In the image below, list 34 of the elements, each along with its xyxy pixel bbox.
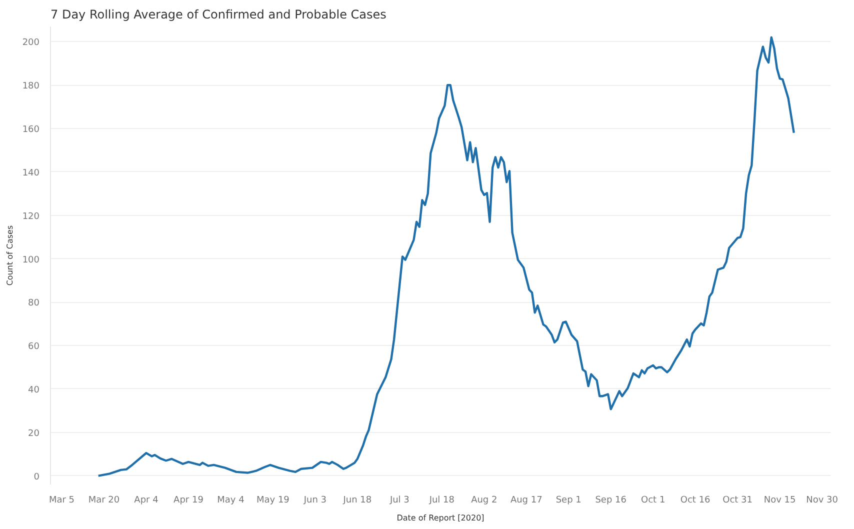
x-tick-label: Sep 1 — [556, 496, 582, 506]
y-tick-label: 120 — [22, 212, 40, 222]
y-axis-title: Count of Cases — [5, 225, 14, 286]
x-tick-label: Mar 20 — [88, 496, 120, 506]
x-tick-label: Jul 18 — [428, 496, 455, 506]
x-tick-label: Oct 16 — [680, 496, 711, 506]
x-tick-label: May 19 — [256, 496, 290, 506]
x-tick-label: Oct 1 — [641, 496, 666, 506]
y-tick-label: 160 — [22, 125, 40, 136]
x-tick-label: May 4 — [217, 496, 245, 506]
x-axis-title: Date of Report [2020] — [396, 514, 484, 522]
y-tick-label: 0 — [34, 472, 40, 482]
y-tick-label: 200 — [22, 38, 40, 48]
y-tick-label: 100 — [22, 255, 40, 266]
x-tick-label: Apr 19 — [174, 496, 204, 506]
x-tick-label: Sep 16 — [595, 496, 627, 506]
x-tick-label: Jul 3 — [388, 496, 410, 506]
y-tick-label: 40 — [28, 385, 40, 396]
x-tick-label: Aug 17 — [510, 496, 542, 506]
y-tick-label: 80 — [28, 298, 40, 309]
x-tick-label: Apr 4 — [134, 496, 159, 506]
x-tick-label: Mar 5 — [48, 496, 75, 506]
x-tick-label: Oct 31 — [722, 496, 753, 506]
x-tick-label: Nov 15 — [764, 496, 796, 506]
x-tick-label: Aug 2 — [471, 496, 498, 506]
line-series — [97, 36, 795, 477]
y-tick-label: 180 — [22, 82, 40, 92]
y-tick-label: 60 — [28, 342, 40, 352]
x-tick-label: Jun 18 — [342, 496, 372, 506]
chart-title: 7 Day Rolling Average of Confirmed and Probable Cases — [50, 8, 386, 22]
y-tick-label: 20 — [28, 428, 40, 439]
x-tick-label: Jun 3 — [302, 496, 327, 506]
y-tick-label: 140 — [22, 168, 40, 178]
x-tick-label: Nov 30 — [806, 496, 838, 506]
